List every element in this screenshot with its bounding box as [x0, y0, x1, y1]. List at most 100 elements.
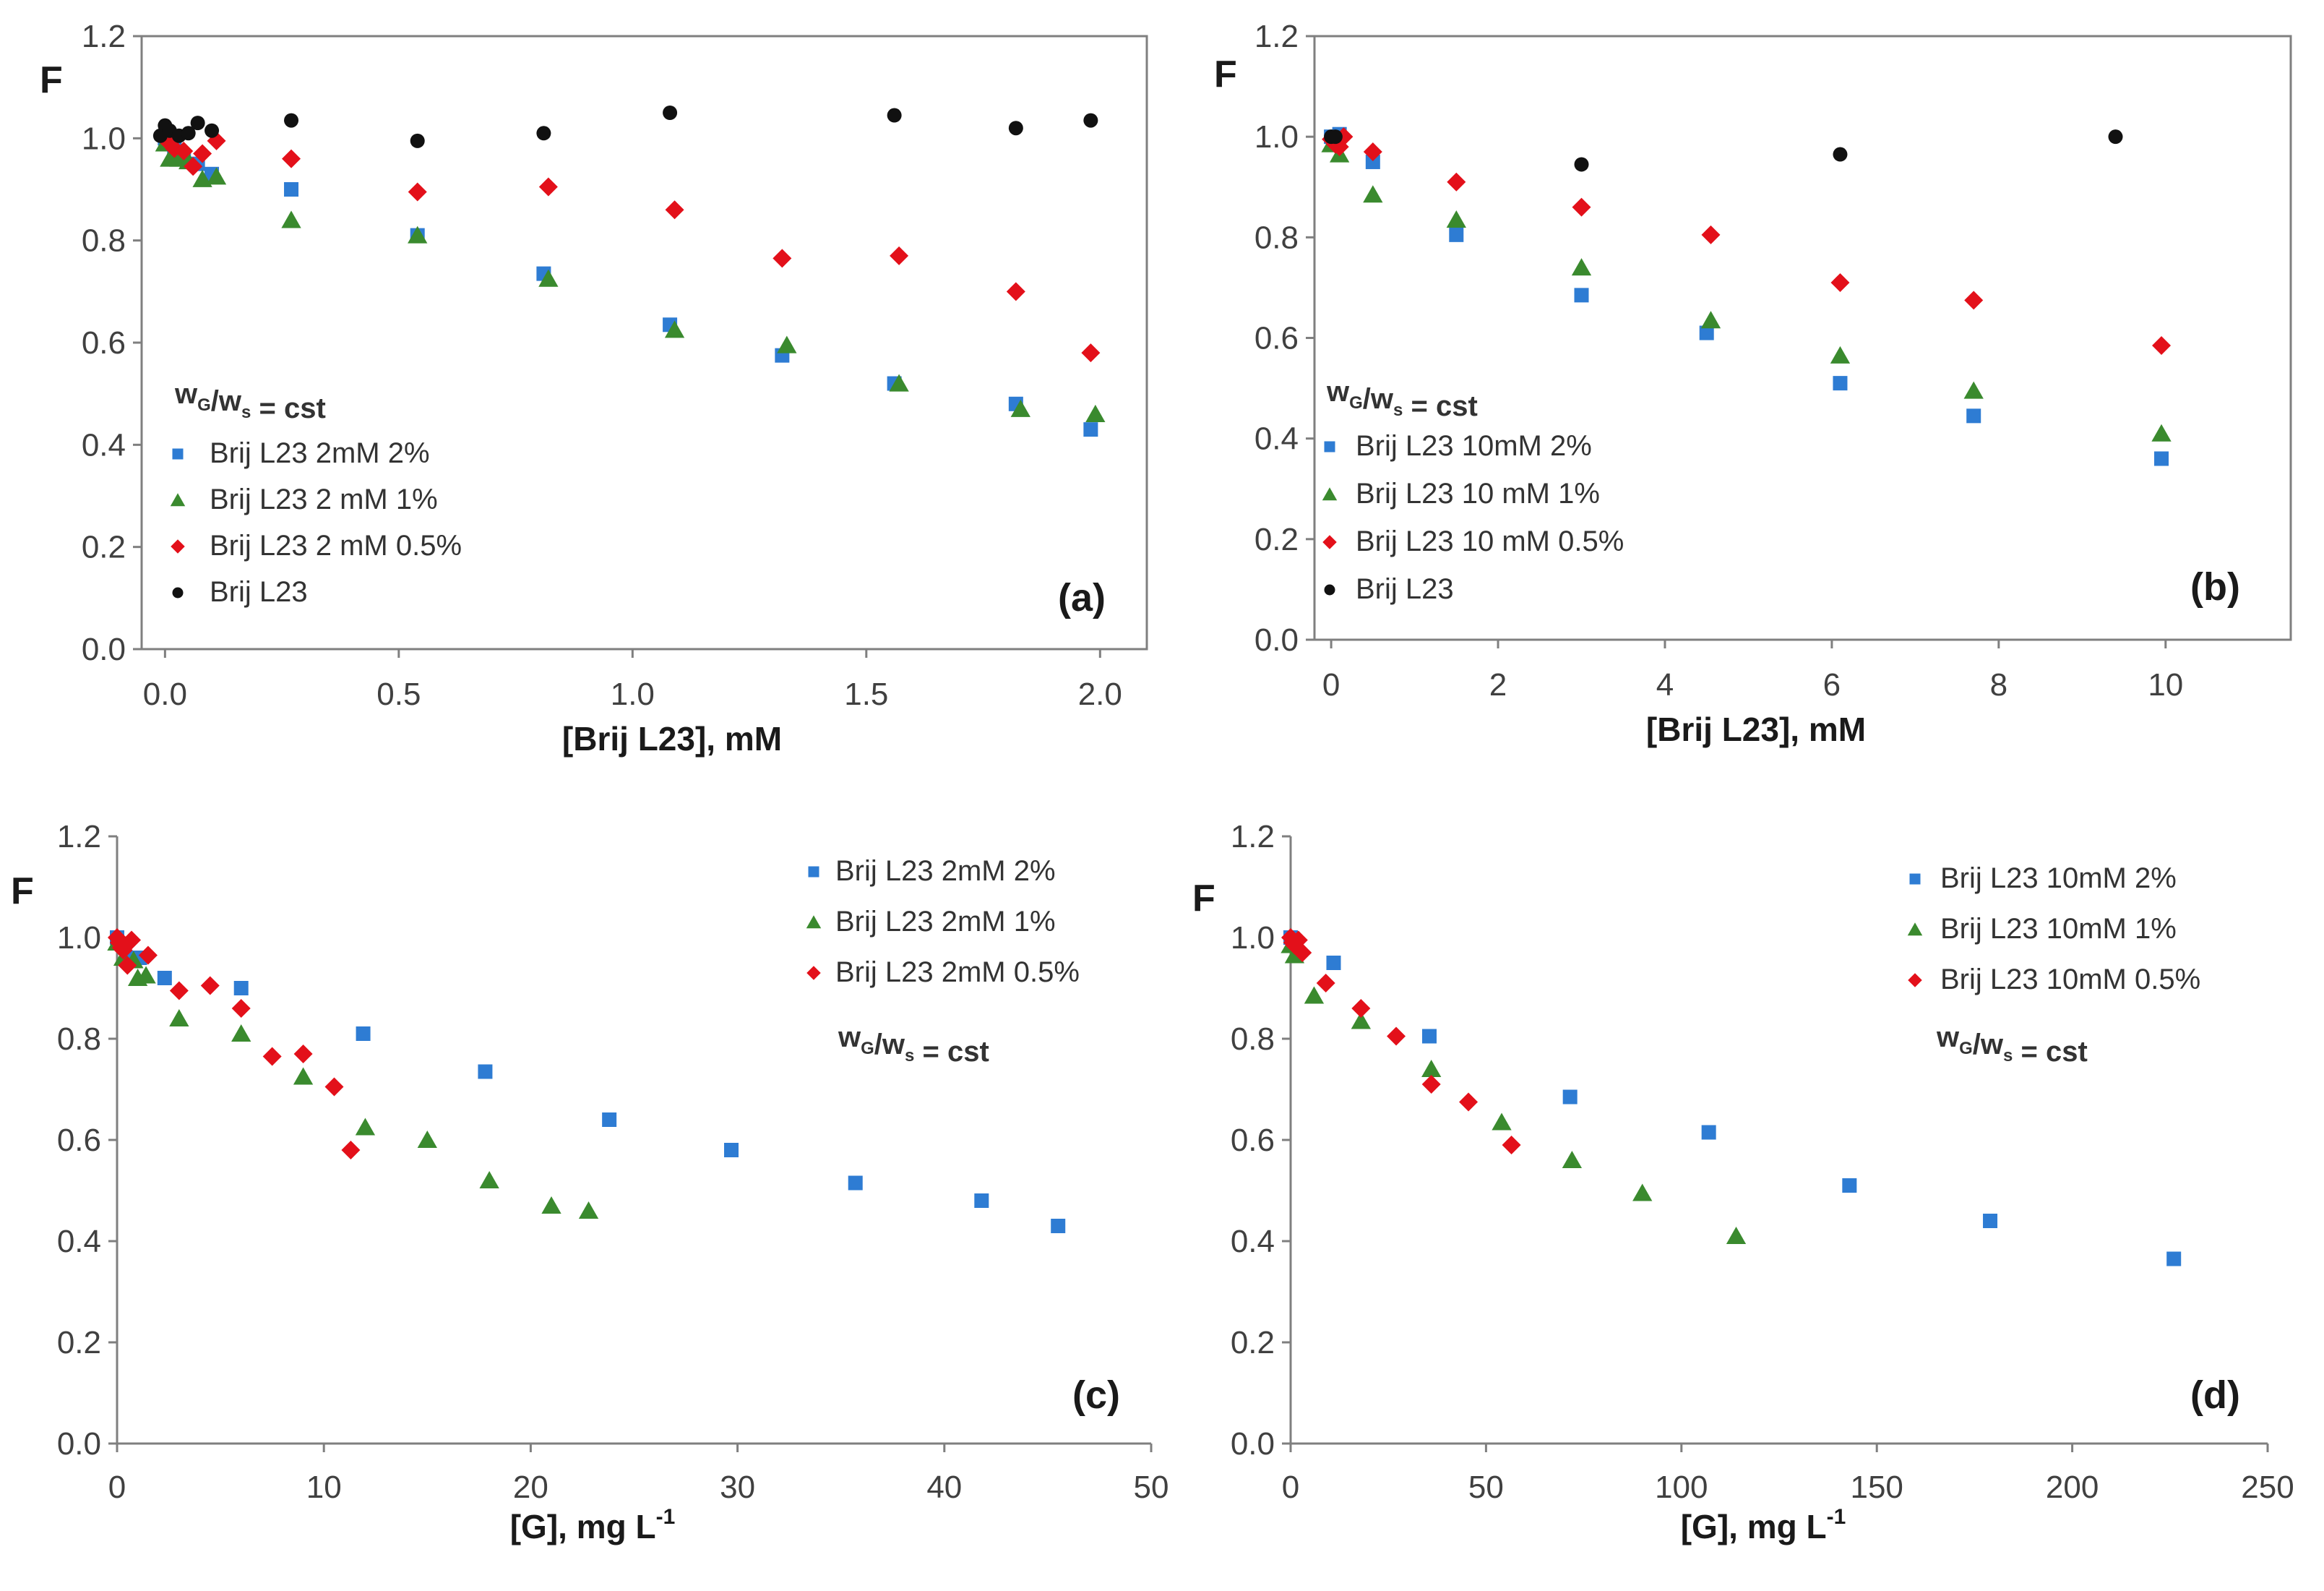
data-point-circle	[410, 133, 425, 148]
data-point-triangle	[1700, 311, 1721, 329]
series-triangle	[1281, 935, 1747, 1245]
series-triangle	[107, 933, 599, 1219]
legend-marker-circle	[172, 587, 184, 599]
data-point-square	[1051, 1219, 1066, 1233]
legend-marker-square	[1909, 873, 1921, 885]
legend-marker-diamond	[171, 539, 185, 554]
legend-marker-triangle	[1907, 922, 1923, 936]
data-point-square	[1833, 376, 1848, 391]
legend-marker-square	[1324, 441, 1335, 453]
data-point-circle	[1574, 157, 1589, 172]
data-point-triangle	[408, 226, 428, 244]
data-point-circle	[1008, 121, 1023, 136]
data-point-diamond	[1351, 999, 1371, 1018]
y-tick-label: 0.0	[1231, 1426, 1275, 1462]
x-tick-label: 0.5	[376, 677, 421, 712]
data-point-diamond	[174, 142, 194, 160]
series-circle	[152, 106, 1098, 148]
data-point-triangle	[578, 1201, 599, 1219]
x-axis-label: [Brij L23], mM	[562, 720, 782, 758]
data-point-circle	[663, 106, 678, 120]
data-point-diamond	[1293, 943, 1312, 962]
y-tick-label: 0.8	[1254, 220, 1299, 255]
data-point-diamond	[262, 1047, 282, 1066]
legend-title: wG/ws = cst	[1326, 376, 1478, 422]
data-point-diamond	[1964, 291, 1984, 310]
data-point-diamond	[231, 999, 251, 1018]
legend-entry: Brij L23 10mM 2%	[1940, 862, 2177, 894]
legend: wG/ws = cst Brij L23 10mM 2% Brij L23 10 m…	[1322, 376, 1624, 605]
data-point-square	[2154, 451, 2169, 466]
y-tick-label: 0.6	[82, 325, 126, 361]
y-tick-label: 0.6	[57, 1123, 101, 1158]
y-tick-label: 1.0	[1254, 119, 1299, 155]
data-point-triangle	[538, 269, 559, 287]
series-triangle	[155, 134, 1106, 422]
legend: Brij L23 2mM 2% Brij L23 2mM 1% Brij L23 2…	[806, 855, 1080, 1068]
legend-entry: Brij L23	[1356, 573, 1454, 605]
data-point-triangle	[1830, 346, 1851, 364]
data-point-square	[233, 981, 249, 995]
y-tick-label: 0.2	[57, 1325, 101, 1360]
data-point-triangle	[1492, 1112, 1512, 1131]
data-point-square	[1983, 1214, 1998, 1228]
series-circle	[1324, 129, 2123, 172]
legend-title: wG/ws = cst	[1936, 1021, 2088, 1068]
data-point-diamond	[1421, 1075, 1441, 1094]
y-tick-label: 0.2	[1254, 522, 1299, 557]
y-tick-label: 1.2	[82, 19, 126, 54]
data-point-triangle	[1351, 1011, 1371, 1029]
panel-label: (a)	[1058, 576, 1106, 619]
data-point-diamond	[1363, 142, 1382, 162]
x-tick-label: 10	[306, 1470, 342, 1505]
data-point-triangle	[1421, 1060, 1442, 1078]
y-tick-label: 0.8	[82, 223, 126, 259]
data-point-square	[356, 1026, 371, 1041]
legend-title: wG/ws = cst	[174, 378, 326, 424]
data-point-triangle	[355, 1118, 376, 1136]
panel-a: 0.0 0.2 0.4 0.6 0.8 1.0 1.2 0.0 0.5 1.0 1.5 2.0 F [Br…	[40, 19, 1148, 758]
data-point-triangle	[293, 1067, 314, 1085]
data-point-triangle	[1010, 399, 1030, 417]
data-point-triangle	[1446, 210, 1466, 228]
data-point-diamond	[193, 144, 212, 163]
data-point-diamond	[538, 177, 558, 197]
x-tick-label: 2.0	[1078, 677, 1122, 712]
legend: Brij L23 10mM 2% Brij L23 10mM 1% Brij L23…	[1907, 862, 2200, 1068]
y-tick-label: 0.8	[57, 1021, 101, 1057]
data-point-square	[724, 1143, 739, 1157]
x-tick-label: 20	[513, 1470, 548, 1505]
data-point-diamond	[169, 981, 189, 1000]
legend-marker-diamond	[1908, 973, 1922, 987]
data-point-square	[1365, 154, 1380, 169]
legend-entry: Brij L23 2 mM 1%	[210, 484, 438, 515]
y-tick-label: 0.6	[1254, 321, 1299, 356]
data-point-triangle	[1726, 1227, 1747, 1245]
data-point-diamond	[1502, 1136, 1521, 1154]
legend-entry: Brij L23	[210, 576, 308, 608]
data-point-triangle	[889, 374, 909, 392]
data-point-circle	[1327, 129, 1343, 145]
data-point-diamond	[341, 1141, 361, 1159]
data-point-triangle	[136, 966, 156, 984]
series-square	[158, 131, 1098, 437]
data-point-triangle	[1571, 258, 1592, 276]
legend-title: wG/ws = cst	[838, 1021, 989, 1068]
legend-marker-triangle	[170, 493, 186, 507]
legend-marker-circle	[1324, 584, 1335, 596]
legend-entry: Brij L23 2mM 2%	[210, 437, 430, 469]
y-tick-label: 0.8	[1231, 1021, 1275, 1057]
data-point-circle	[1833, 147, 1848, 162]
data-point-diamond	[122, 930, 142, 950]
data-point-square	[1449, 227, 1464, 242]
data-point-diamond	[1006, 282, 1025, 301]
data-point-diamond	[184, 157, 203, 176]
x-tick-label: 2	[1489, 667, 1507, 703]
data-point-diamond	[1701, 225, 1721, 244]
x-tick-label: 6	[1823, 667, 1841, 703]
y-tick-label: 1.2	[57, 819, 101, 854]
data-point-diamond	[408, 182, 427, 202]
x-axis-label: [G], mg L-1	[510, 1505, 676, 1545]
data-point-triangle	[206, 167, 227, 185]
y-tick-label: 0.4	[82, 427, 126, 463]
